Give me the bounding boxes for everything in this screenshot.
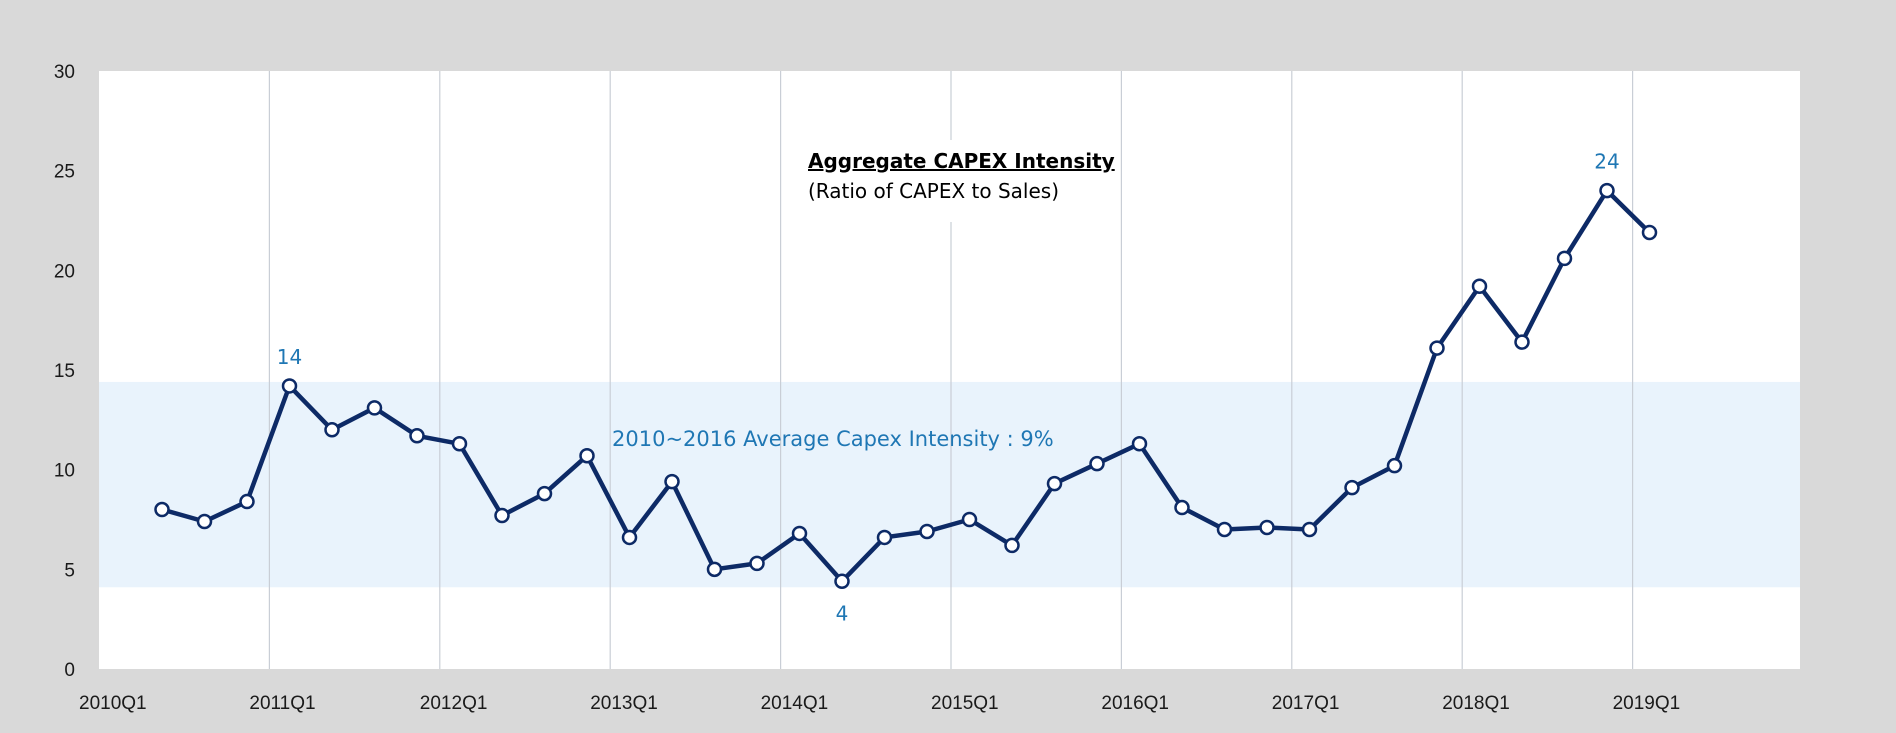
band-label: 2010~2016 Average Capex Intensity : 9%	[612, 427, 1054, 451]
chart-subtitle: (Ratio of CAPEX to Sales)	[808, 179, 1059, 203]
data-point	[1131, 436, 1148, 452]
data-point	[1556, 250, 1573, 267]
data-label: 24	[1594, 150, 1619, 174]
data-point	[749, 555, 765, 572]
data-point	[1216, 521, 1233, 538]
y-tick-label: 15	[54, 361, 75, 382]
data-point	[281, 378, 298, 394]
data-point	[1174, 499, 1190, 516]
y-axis-ticks: 0 5 10 15 20 25 30	[54, 62, 75, 681]
gridlines	[268, 71, 1634, 669]
data-point	[1344, 479, 1360, 496]
data-label: 14	[277, 345, 302, 369]
data-point	[451, 436, 468, 452]
x-tick-label: 2016Q1	[1101, 693, 1169, 714]
data-point	[706, 561, 723, 578]
y-tick-label: 25	[54, 162, 75, 183]
series-points	[154, 182, 1658, 590]
x-tick-label: 2011Q1	[249, 693, 315, 714]
data-point	[961, 511, 978, 528]
average-band	[99, 381, 1800, 588]
data-point	[1641, 224, 1658, 241]
data-labels: 14 4 24	[277, 150, 1620, 626]
x-tick-label: 2012Q1	[420, 693, 488, 714]
data-point	[409, 428, 425, 444]
title-box	[800, 140, 1090, 222]
series-line	[161, 188, 1652, 584]
chart-title: Aggregate CAPEX Intensity	[808, 149, 1115, 173]
data-point	[1514, 334, 1530, 350]
y-tick-label: 10	[54, 461, 75, 482]
data-point	[1046, 475, 1063, 492]
data-point	[664, 473, 680, 490]
data-point	[324, 422, 340, 438]
data-point	[876, 529, 893, 546]
x-axis-ticks: 2010Q1 2011Q1 2012Q1 2013Q1 2014Q1 2015Q1 2016…	[79, 693, 1680, 714]
data-point	[239, 493, 255, 510]
data-point	[1471, 278, 1488, 295]
data-point	[1259, 519, 1275, 536]
data-point	[621, 529, 638, 546]
data-point	[1301, 521, 1318, 538]
data-point	[1089, 455, 1105, 472]
data-point	[154, 501, 170, 518]
data-point	[834, 573, 850, 590]
data-point	[1429, 340, 1445, 356]
data-point	[494, 507, 510, 524]
x-tick-label: 2013Q1	[590, 693, 658, 714]
data-point	[919, 523, 935, 540]
data-point	[791, 525, 808, 542]
data-point	[366, 400, 383, 416]
data-point	[1004, 537, 1020, 554]
y-tick-label: 20	[54, 261, 75, 282]
y-tick-label: 0	[64, 660, 75, 681]
data-point	[579, 447, 595, 464]
data-point	[1386, 457, 1403, 474]
x-tick-label: 2014Q1	[761, 693, 829, 714]
data-point	[536, 485, 553, 502]
data-point	[1599, 182, 1615, 199]
y-tick-label: 5	[64, 560, 75, 581]
x-tick-label: 2017Q1	[1272, 693, 1340, 714]
y-tick-label: 30	[54, 62, 75, 83]
x-tick-label: 2010Q1	[79, 693, 147, 714]
x-tick-label: 2019Q1	[1613, 693, 1681, 714]
data-point	[196, 513, 213, 530]
data-label: 4	[836, 601, 849, 625]
x-tick-label: 2015Q1	[931, 693, 999, 714]
x-tick-label: 2018Q1	[1442, 693, 1510, 714]
